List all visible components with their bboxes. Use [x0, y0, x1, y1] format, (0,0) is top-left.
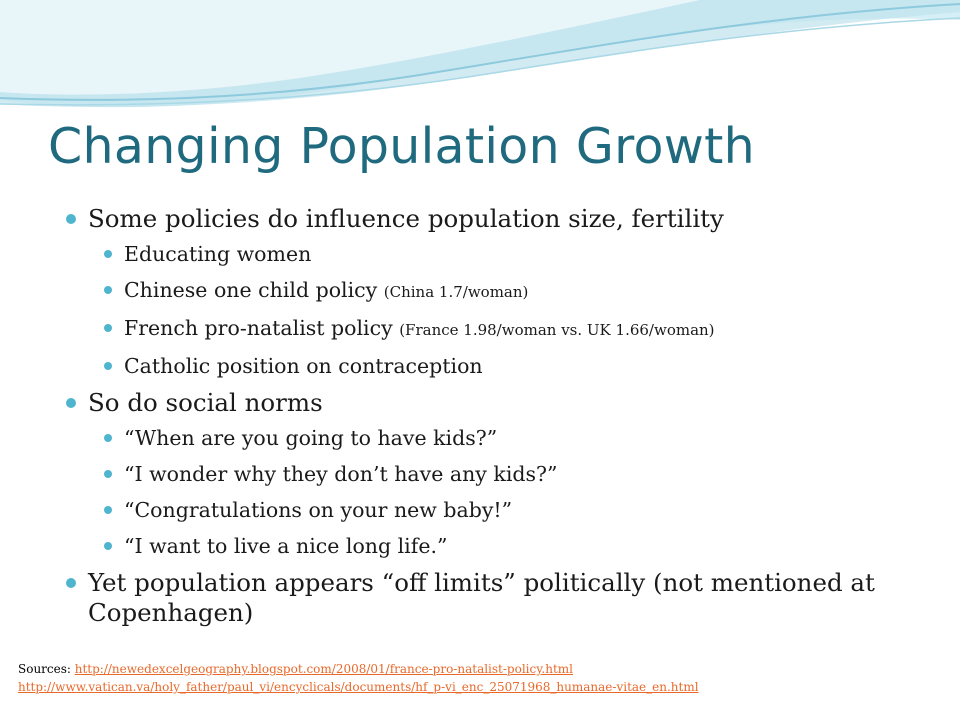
bullet-text: Some policies do influence population si… — [88, 204, 724, 233]
bullet-text: Educating women — [124, 242, 312, 266]
header-wave-decoration — [0, 0, 960, 108]
bullet-policies: Some policies do influence population si… — [64, 204, 944, 234]
bullet-text: French pro-natalist policy — [124, 316, 393, 340]
sub-bullet-catholic-position: Catholic position on contraception — [64, 352, 944, 380]
bullet-dot-icon — [104, 250, 112, 258]
slide-title: Changing Population Growth — [48, 118, 755, 175]
bullet-dot-icon — [104, 542, 112, 550]
source-link-france[interactable]: http://newedexcelgeography.blogspot.com/… — [74, 662, 574, 676]
sub-bullet-quote-1: “When are you going to have kids?” — [64, 424, 944, 452]
bullet-text: So do social norms — [88, 388, 323, 417]
bullet-dot-icon — [104, 324, 112, 332]
bullet-off-limits: Yet population appears “off limits” poli… — [64, 568, 944, 628]
bullet-text: “When are you going to have kids?” — [124, 426, 498, 450]
bullet-dot-icon — [66, 398, 76, 408]
bullet-text: Yet population appears “off limits” poli… — [88, 568, 875, 627]
sub-bullet-educating-women: Educating women — [64, 240, 944, 268]
bullet-social-norms: So do social norms — [64, 388, 944, 418]
sub-bullet-quote-3: “Congratulations on your new baby!” — [64, 496, 944, 524]
slide-body: Some policies do influence population si… — [64, 204, 944, 634]
sub-bullet-china-policy: Chinese one child policy (China 1.7/woma… — [64, 276, 944, 306]
bullet-text: “I want to live a nice long life.” — [124, 534, 448, 558]
sub-bullet-quote-2: “I wonder why they don’t have any kids?” — [64, 460, 944, 488]
sources-label: Sources: — [18, 662, 75, 676]
bullet-dot-icon — [104, 506, 112, 514]
sub-bullet-french-policy: French pro-natalist policy (France 1.98/… — [64, 314, 944, 344]
bullet-dot-icon — [104, 286, 112, 294]
bullet-text: “Congratulations on your new baby!” — [124, 498, 513, 522]
source-link-vatican[interactable]: http://www.vatican.va/holy_father/paul_v… — [18, 680, 699, 694]
bullet-note: (France 1.98/woman vs. UK 1.66/woman) — [399, 321, 715, 339]
bullet-dot-icon — [104, 434, 112, 442]
bullet-dot-icon — [104, 362, 112, 370]
bullet-dot-icon — [104, 470, 112, 478]
bullet-text: Chinese one child policy — [124, 278, 378, 302]
bullet-dot-icon — [66, 214, 76, 224]
bullet-text: Catholic position on contraception — [124, 354, 483, 378]
bullet-note: (China 1.7/woman) — [383, 283, 529, 301]
bullet-dot-icon — [66, 578, 76, 588]
bullet-text: “I wonder why they don’t have any kids?” — [124, 462, 558, 486]
sources-footer: Sources: http://newedexcelgeography.blog… — [18, 660, 699, 696]
sub-bullet-quote-4: “I want to live a nice long life.” — [64, 532, 944, 560]
